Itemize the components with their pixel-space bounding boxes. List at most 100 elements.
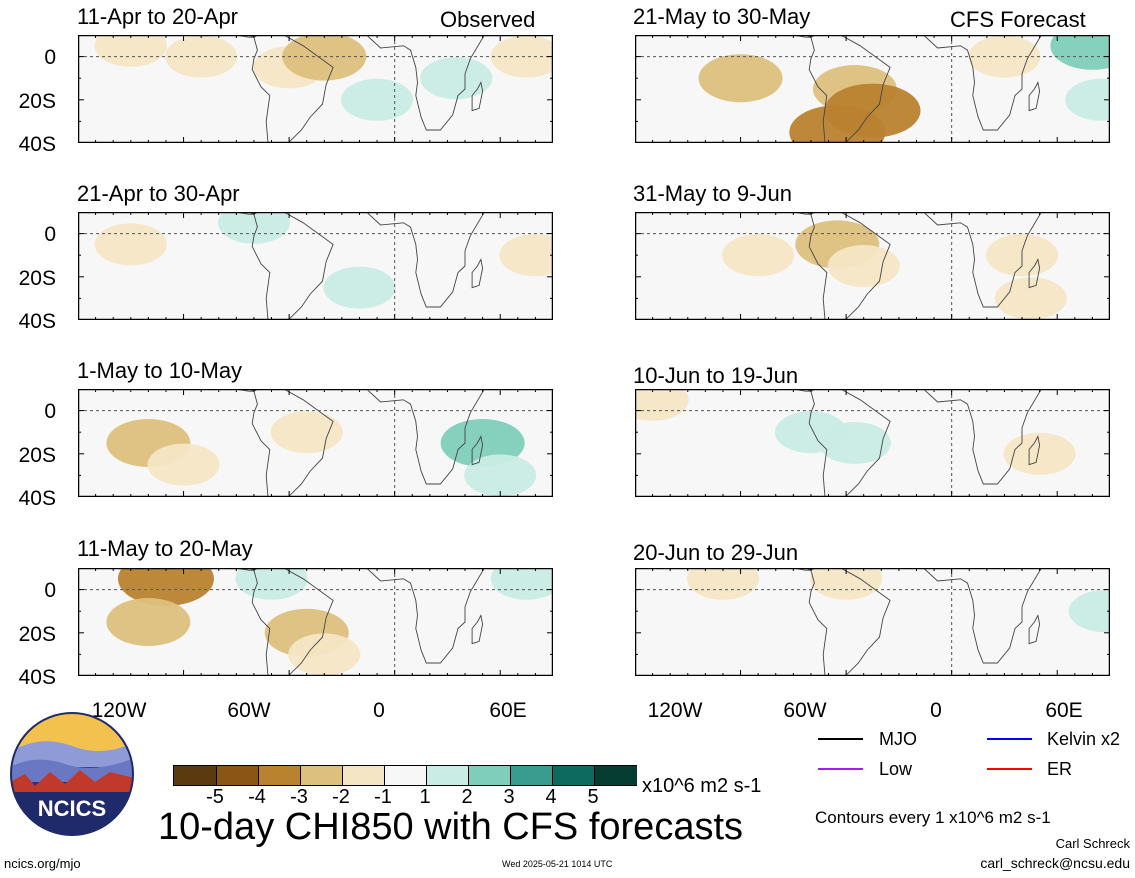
ytick-r0-0: 0 <box>44 46 56 69</box>
map-svg <box>635 212 1110 320</box>
xtick-left-60e: 60E <box>489 699 527 722</box>
ytick-r2-20s: 20S <box>18 444 56 467</box>
xtick-right-60e: 60E <box>1045 699 1083 722</box>
colorbar-swatch <box>510 766 553 785</box>
coastline <box>366 35 485 131</box>
map-panel-0 <box>78 35 553 143</box>
map-svg <box>635 389 1110 497</box>
map-svg <box>78 212 553 320</box>
colorbar-label: 1 <box>419 786 431 808</box>
anomaly-blob <box>810 568 883 600</box>
colorbar-swatch <box>258 766 301 785</box>
anomaly-blob <box>994 277 1067 320</box>
contour-note: Contours every 1 x10^6 m2 s-1 <box>815 808 1051 827</box>
xtick-left-120w: 120W <box>91 699 147 722</box>
ytick-r2-40s: 40S <box>18 487 56 510</box>
panel-title-4: 21-May to 30-May <box>633 4 811 29</box>
colorbar-label: -2 <box>332 786 350 808</box>
anomaly-blob <box>94 223 167 266</box>
coastline <box>1028 81 1041 112</box>
anomaly-blob <box>217 212 290 244</box>
anomaly-blob <box>968 35 1041 78</box>
colorbar-label: 5 <box>587 786 599 808</box>
coastline <box>366 389 485 485</box>
colorbar-swatch <box>468 766 511 785</box>
legend-label-low: Low <box>879 759 913 779</box>
anomaly-blob <box>499 234 553 277</box>
coastline <box>471 435 484 466</box>
xtick-right-60w: 60W <box>783 699 827 722</box>
panel-title-5: 31-May to 9-Jun <box>633 181 792 206</box>
anomaly-blob <box>288 633 361 676</box>
colorbar-labels: -5 -4 -3 -2 -1 1 2 3 4 5 <box>173 787 643 809</box>
ytick-r3-40s: 40S <box>18 666 56 689</box>
anomaly-blob <box>117 568 214 606</box>
colorbar-swatch <box>300 766 343 785</box>
anomaly-blob <box>1003 432 1076 475</box>
coastline <box>923 212 1042 308</box>
legend-line-mjo <box>818 738 863 740</box>
map-svg <box>635 35 1110 143</box>
anomaly-blob <box>1068 590 1110 633</box>
ytick-r0-40s: 40S <box>18 133 56 156</box>
legend-line-low <box>818 768 863 770</box>
anomaly-blob <box>789 105 886 143</box>
coastline <box>366 212 485 308</box>
colorbar-label: 3 <box>503 786 515 808</box>
map-panel-5 <box>635 212 1110 320</box>
anomaly-blob <box>323 266 396 309</box>
coastline <box>1028 258 1041 289</box>
map-svg <box>635 568 1110 676</box>
colorbar-label: -1 <box>374 786 392 808</box>
anomaly-blob <box>490 568 553 600</box>
timestamp: Wed 2025-05-21 1014 UTC <box>502 859 613 869</box>
anomaly-blob <box>698 54 783 103</box>
forecast-label: CFS Forecast <box>950 7 1086 32</box>
map-svg <box>78 568 553 676</box>
map-svg <box>78 389 553 497</box>
ytick-r3-0: 0 <box>44 579 56 602</box>
map-panel-7 <box>635 568 1110 676</box>
coastline <box>471 81 484 112</box>
anomaly-blob <box>818 422 891 464</box>
xtick-left-0: 0 <box>373 699 385 722</box>
colorbar <box>173 765 637 786</box>
map-svg <box>78 35 553 143</box>
ytick-r0-20s: 20S <box>18 90 56 113</box>
xtick-right-0: 0 <box>930 699 942 722</box>
anomaly-blob <box>165 35 238 78</box>
legend-label-mjo: MJO <box>879 729 917 749</box>
anomaly-blob <box>722 234 795 277</box>
anomaly-blob <box>686 568 759 600</box>
colorbar-label: 4 <box>545 786 557 808</box>
email-link[interactable]: carl_schreck@ncsu.edu <box>980 855 1130 871</box>
panel-title-2: 1-May to 10-May <box>77 358 243 383</box>
site-link[interactable]: ncics.org/mjo <box>4 856 81 871</box>
coastline <box>1028 614 1041 645</box>
ncics-logo: NCICS <box>10 712 134 836</box>
anomaly-blob <box>270 411 343 454</box>
colorbar-swatch <box>594 766 637 785</box>
panel-title-1: 21-Apr to 30-Apr <box>77 181 240 206</box>
anomaly-blob <box>106 598 191 646</box>
map-panel-4 <box>635 35 1110 143</box>
ytick-r2-0: 0 <box>44 400 56 423</box>
colorbar-label: -5 <box>206 786 224 808</box>
colorbar-swatch <box>426 766 469 785</box>
coastline <box>366 568 485 664</box>
colorbar-label: 2 <box>461 786 473 808</box>
xtick-right-120w: 120W <box>647 699 703 722</box>
panel-title-6: 10-Jun to 19-Jun <box>633 363 799 388</box>
colorbar-unit: x10^6 m2 s-1 <box>642 775 762 797</box>
anomaly-blob <box>341 78 414 121</box>
anomaly-blob <box>147 443 220 486</box>
legend-line-kelvin <box>987 738 1032 740</box>
anomaly-blob <box>635 389 689 421</box>
xtick-left-60w: 60W <box>227 699 271 722</box>
anomaly-blob <box>827 245 900 287</box>
colorbar-swatch <box>384 766 427 785</box>
colorbar-swatch <box>342 766 385 785</box>
map-panel-1 <box>78 212 553 320</box>
panel-title-7: 20-Jun to 29-Jun <box>633 540 799 565</box>
coastline <box>471 614 484 645</box>
